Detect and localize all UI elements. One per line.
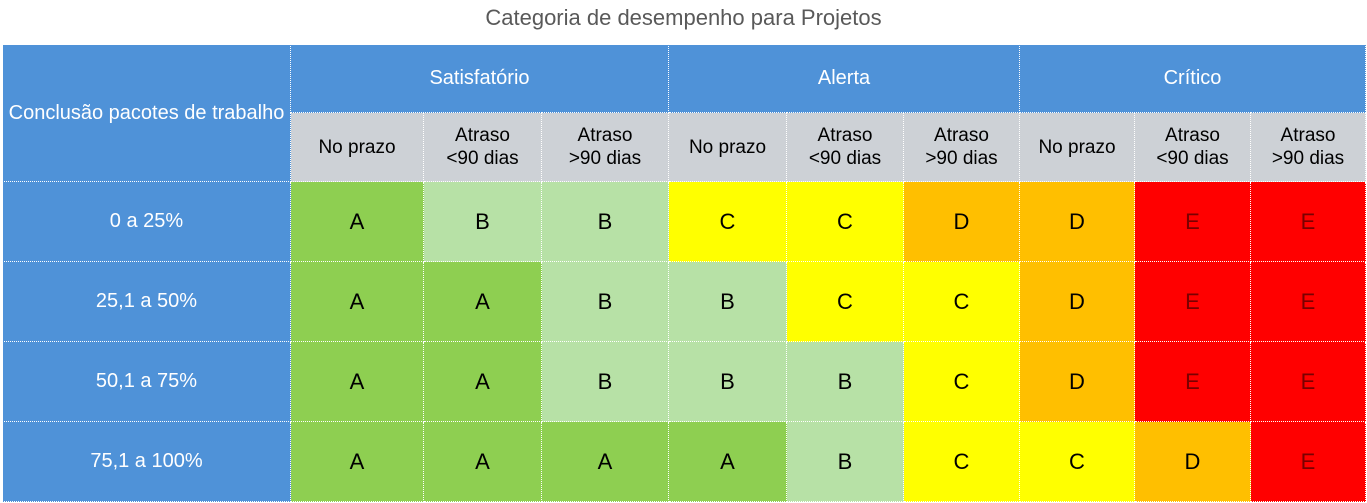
subheader-cell: Atraso >90 dias	[1249, 112, 1367, 182]
grade-cell: D	[1019, 341, 1135, 422]
table-row: 25,1 a 50% A A B B C C D E E	[2, 261, 1367, 342]
grade-cell: E	[1134, 261, 1251, 342]
grade-cell: E	[1249, 421, 1367, 502]
grade-cell: E	[1249, 341, 1367, 422]
grade-cell: A	[290, 421, 424, 502]
grade-cell: B	[541, 181, 669, 262]
grade-cell: B	[786, 341, 904, 422]
grade-cell: E	[1134, 181, 1251, 262]
subheader-cell: No prazo	[1019, 112, 1135, 182]
corner-header: Conclusão pacotes de trabalho	[2, 44, 291, 182]
grade-cell: B	[541, 341, 669, 422]
subheader-line: >90 dias	[1271, 148, 1345, 169]
subheader-line: <90 dias	[808, 148, 882, 169]
grade-cell: D	[1019, 261, 1135, 342]
table-row: 0 a 25% A B B C C D D E E	[2, 181, 1367, 262]
subheader-line: >90 dias	[925, 148, 998, 169]
grade-cell: B	[668, 261, 787, 342]
grade-cell: C	[903, 261, 1020, 342]
grade-cell: C	[1019, 421, 1135, 502]
subheader-row: No prazo Atraso <90 dias Atraso >90 dias No p…	[3, 112, 1367, 182]
subheader-cell: No prazo	[290, 112, 424, 182]
subheader-cell: Atraso <90 dias	[423, 112, 542, 182]
performance-table: Conclusão pacotes de trabalho Satisfatór…	[2, 44, 1367, 502]
grade-cell: B	[541, 261, 669, 342]
group-header-row: Conclusão pacotes de trabalho Satisfatór…	[2, 44, 1367, 182]
subheader-line: No prazo	[318, 136, 396, 158]
subheader-line: <90 dias	[446, 148, 519, 169]
grade-cell: C	[668, 181, 787, 262]
subheader-cell: Atraso <90 dias	[786, 112, 904, 182]
subheader-cell: Atraso <90 dias	[1134, 112, 1251, 182]
page-title: Categoria de desempenho para Projetos	[485, 5, 882, 30]
grade-cell: A	[423, 261, 542, 342]
grade-cell: B	[668, 341, 787, 422]
grade-cell: C	[903, 341, 1020, 422]
subheader-line: <90 dias	[1156, 148, 1229, 169]
row-label: 0 a 25%	[2, 181, 291, 262]
grade-cell: A	[541, 421, 669, 502]
subheader-cell: Atraso >90 dias	[903, 112, 1020, 182]
table-row: 50,1 a 75% A A B B B C D E E	[2, 341, 1367, 422]
group-header-satisfatorio: Satisfatório	[290, 44, 669, 113]
subheader-line: No prazo	[1038, 136, 1116, 158]
grade-cell: A	[290, 341, 424, 422]
grade-cell: D	[903, 181, 1020, 262]
grade-cell: C	[786, 261, 904, 342]
subheader-cell: No prazo	[668, 112, 787, 182]
subheader-line: Atraso	[817, 125, 873, 146]
grade-cell: A	[423, 421, 542, 502]
subheader-cell: Atraso >90 dias	[541, 112, 669, 182]
grade-cell: E	[1134, 341, 1251, 422]
subheader-line: No prazo	[688, 136, 767, 158]
grade-cell: A	[290, 181, 424, 262]
subheader-line: Atraso	[1280, 125, 1336, 146]
grade-cell: B	[786, 421, 904, 502]
subheader-line: Atraso	[577, 125, 633, 146]
grade-cell: D	[1019, 181, 1135, 262]
subheader-line: Atraso	[455, 125, 510, 146]
grade-cell: A	[290, 261, 424, 342]
grade-cell: A	[423, 341, 542, 422]
grade-cell: D	[1134, 421, 1251, 502]
group-header-critico: Crítico	[1018, 44, 1367, 113]
grade-cell: C	[786, 181, 904, 262]
group-header-alerta: Alerta	[668, 44, 1020, 113]
grade-cell: E	[1249, 181, 1367, 262]
grade-cell: C	[903, 421, 1020, 502]
subheader-line: Atraso	[934, 125, 989, 146]
subheader-line: >90 dias	[568, 148, 642, 169]
table-row: 75,1 a 100% A A A A B C C D E	[2, 421, 1367, 502]
grade-cell: E	[1249, 261, 1367, 342]
row-label: 75,1 a 100%	[2, 421, 291, 502]
row-label: 25,1 a 50%	[2, 261, 291, 342]
row-label: 50,1 a 75%	[2, 341, 291, 422]
subheader-line: Atraso	[1165, 125, 1220, 146]
grade-cell: B	[423, 181, 542, 262]
grade-cell: A	[668, 421, 787, 502]
